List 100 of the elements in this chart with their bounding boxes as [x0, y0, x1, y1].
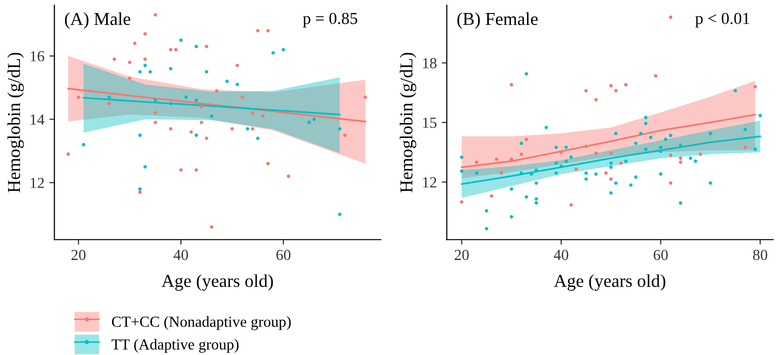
point	[168, 66, 172, 70]
point	[282, 48, 286, 52]
point	[644, 116, 648, 120]
point	[490, 194, 494, 198]
point	[624, 159, 628, 163]
point	[594, 152, 598, 155]
point	[143, 57, 147, 61]
point	[708, 181, 712, 185]
point	[678, 201, 682, 205]
point	[584, 177, 588, 181]
point	[494, 158, 498, 161]
point	[338, 212, 342, 216]
point	[668, 134, 672, 138]
point	[460, 200, 464, 204]
point	[210, 114, 214, 118]
y-tick-label: 12	[423, 177, 436, 188]
point	[286, 174, 290, 178]
point	[271, 51, 275, 55]
point	[569, 203, 573, 207]
point	[338, 127, 342, 131]
x-tick-label: 20	[454, 250, 469, 260]
point	[200, 104, 204, 108]
point	[520, 152, 524, 156]
point	[554, 146, 558, 149]
point	[649, 136, 652, 140]
point	[758, 114, 762, 118]
point	[112, 57, 116, 61]
point	[474, 171, 478, 175]
point	[668, 16, 672, 19]
point	[500, 171, 504, 175]
point	[143, 32, 147, 36]
point	[520, 142, 524, 146]
point	[609, 84, 613, 88]
point	[688, 156, 692, 160]
point	[654, 74, 658, 78]
point	[744, 146, 747, 149]
x-tick-label: 20	[72, 250, 86, 260]
point	[312, 118, 316, 122]
point	[534, 181, 538, 185]
point	[694, 159, 698, 163]
point	[678, 156, 682, 160]
point	[524, 72, 528, 76]
point	[128, 76, 132, 80]
point	[148, 70, 152, 74]
point	[250, 111, 254, 115]
point	[594, 98, 598, 102]
point	[668, 181, 672, 185]
point	[510, 158, 514, 161]
y-axis-title: Hemoglobin (g/dL)	[400, 52, 416, 192]
point	[484, 227, 488, 230]
point	[133, 42, 137, 46]
point	[698, 152, 702, 156]
x-tick-label: 80	[753, 250, 768, 260]
x-tick-label: 60	[276, 250, 290, 260]
point	[250, 127, 254, 131]
point	[754, 85, 757, 88]
point	[609, 165, 613, 169]
point	[174, 48, 178, 52]
point	[734, 89, 738, 92]
point	[668, 154, 672, 157]
point	[644, 122, 648, 126]
point	[154, 13, 158, 17]
point	[584, 144, 588, 148]
point	[189, 130, 193, 134]
x-axis-title: Age (years old)	[554, 274, 666, 291]
point	[256, 136, 260, 140]
point	[614, 89, 618, 92]
point	[154, 120, 158, 124]
point	[614, 181, 618, 185]
point	[210, 225, 214, 229]
point	[194, 168, 198, 172]
point	[510, 83, 514, 86]
x-tick-label: 40	[174, 250, 188, 260]
point	[194, 133, 198, 137]
point	[559, 150, 563, 154]
legend-label: CT+CC (Nonadaptive group)	[112, 316, 291, 330]
point	[564, 159, 568, 163]
point	[658, 146, 662, 149]
point	[629, 183, 633, 187]
point	[200, 120, 204, 124]
point	[544, 126, 548, 130]
point	[108, 95, 111, 99]
point	[194, 44, 198, 48]
point	[460, 169, 464, 173]
point	[168, 127, 172, 131]
point	[524, 138, 528, 142]
point	[584, 89, 588, 92]
point	[658, 172, 662, 176]
line-series	[460, 114, 756, 168]
point	[225, 80, 229, 84]
x-tick-label: 60	[654, 250, 668, 260]
point	[184, 95, 188, 99]
point	[664, 138, 668, 142]
point	[554, 171, 558, 175]
point	[138, 70, 142, 74]
point	[364, 95, 368, 99]
point	[76, 95, 80, 99]
y-tick-label: 12	[30, 178, 44, 188]
point	[266, 162, 270, 166]
point	[634, 142, 638, 146]
